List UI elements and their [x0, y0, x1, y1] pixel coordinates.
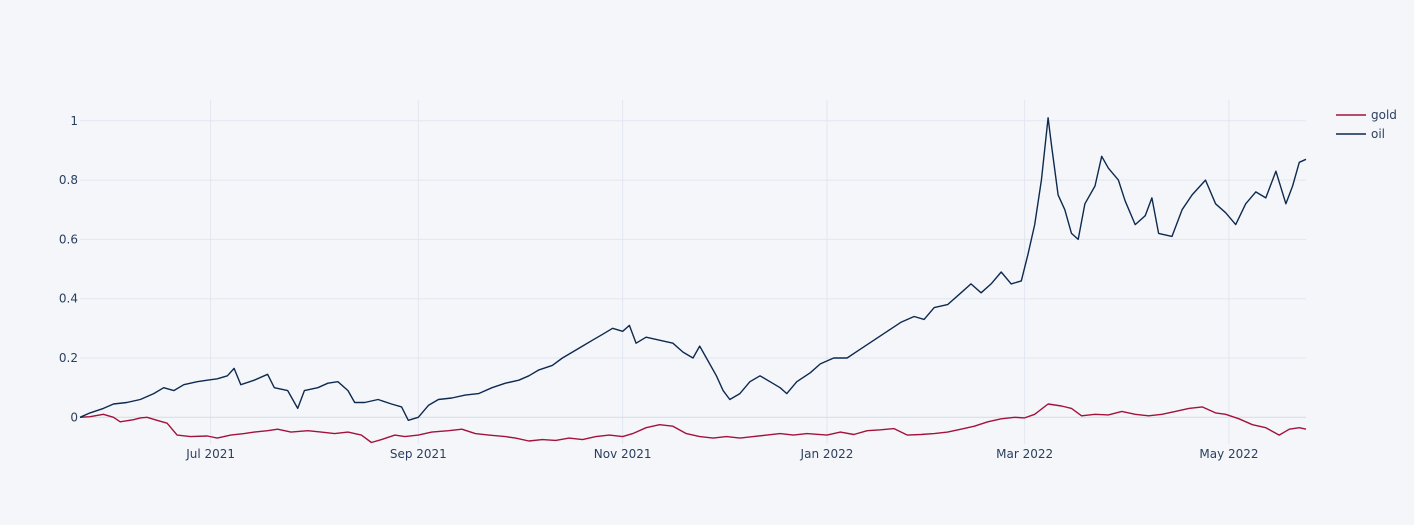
legend-label: oil	[1371, 127, 1385, 141]
legend-item-oil[interactable]: oil	[1336, 127, 1385, 141]
legend-label: gold	[1371, 108, 1397, 122]
y-tick-label: 1	[70, 114, 78, 128]
series-layer	[79, 117, 1307, 444]
y-tick-label: 0.2	[59, 351, 78, 365]
x-tick-label: Jul 2021	[185, 447, 235, 461]
x-tick-label: Mar 2022	[996, 447, 1053, 461]
y-tick-label: 0	[70, 410, 78, 424]
x-tick-label: Jan 2022	[800, 447, 854, 461]
y-tick-label: 0.6	[59, 232, 78, 246]
legend-item-gold[interactable]: gold	[1336, 108, 1397, 122]
y-tick-label: 0.8	[59, 173, 78, 187]
legend[interactable]: gold oil	[1336, 108, 1397, 141]
x-axis: Jul 2021 Sep 2021 Nov 2021 Jan 2022 Mar 2022…	[185, 447, 1258, 461]
y-tick-label: 0.4	[59, 292, 78, 306]
x-tick-label: Nov 2021	[594, 447, 652, 461]
y-axis: 0 0.2 0.4 0.6 0.8 1	[59, 114, 78, 425]
x-tick-label: May 2022	[1199, 447, 1258, 461]
series-line-gold	[79, 403, 1307, 444]
series-line-oil	[79, 117, 1307, 421]
x-tick-label: Sep 2021	[390, 447, 447, 461]
chart-grid	[80, 100, 1306, 444]
